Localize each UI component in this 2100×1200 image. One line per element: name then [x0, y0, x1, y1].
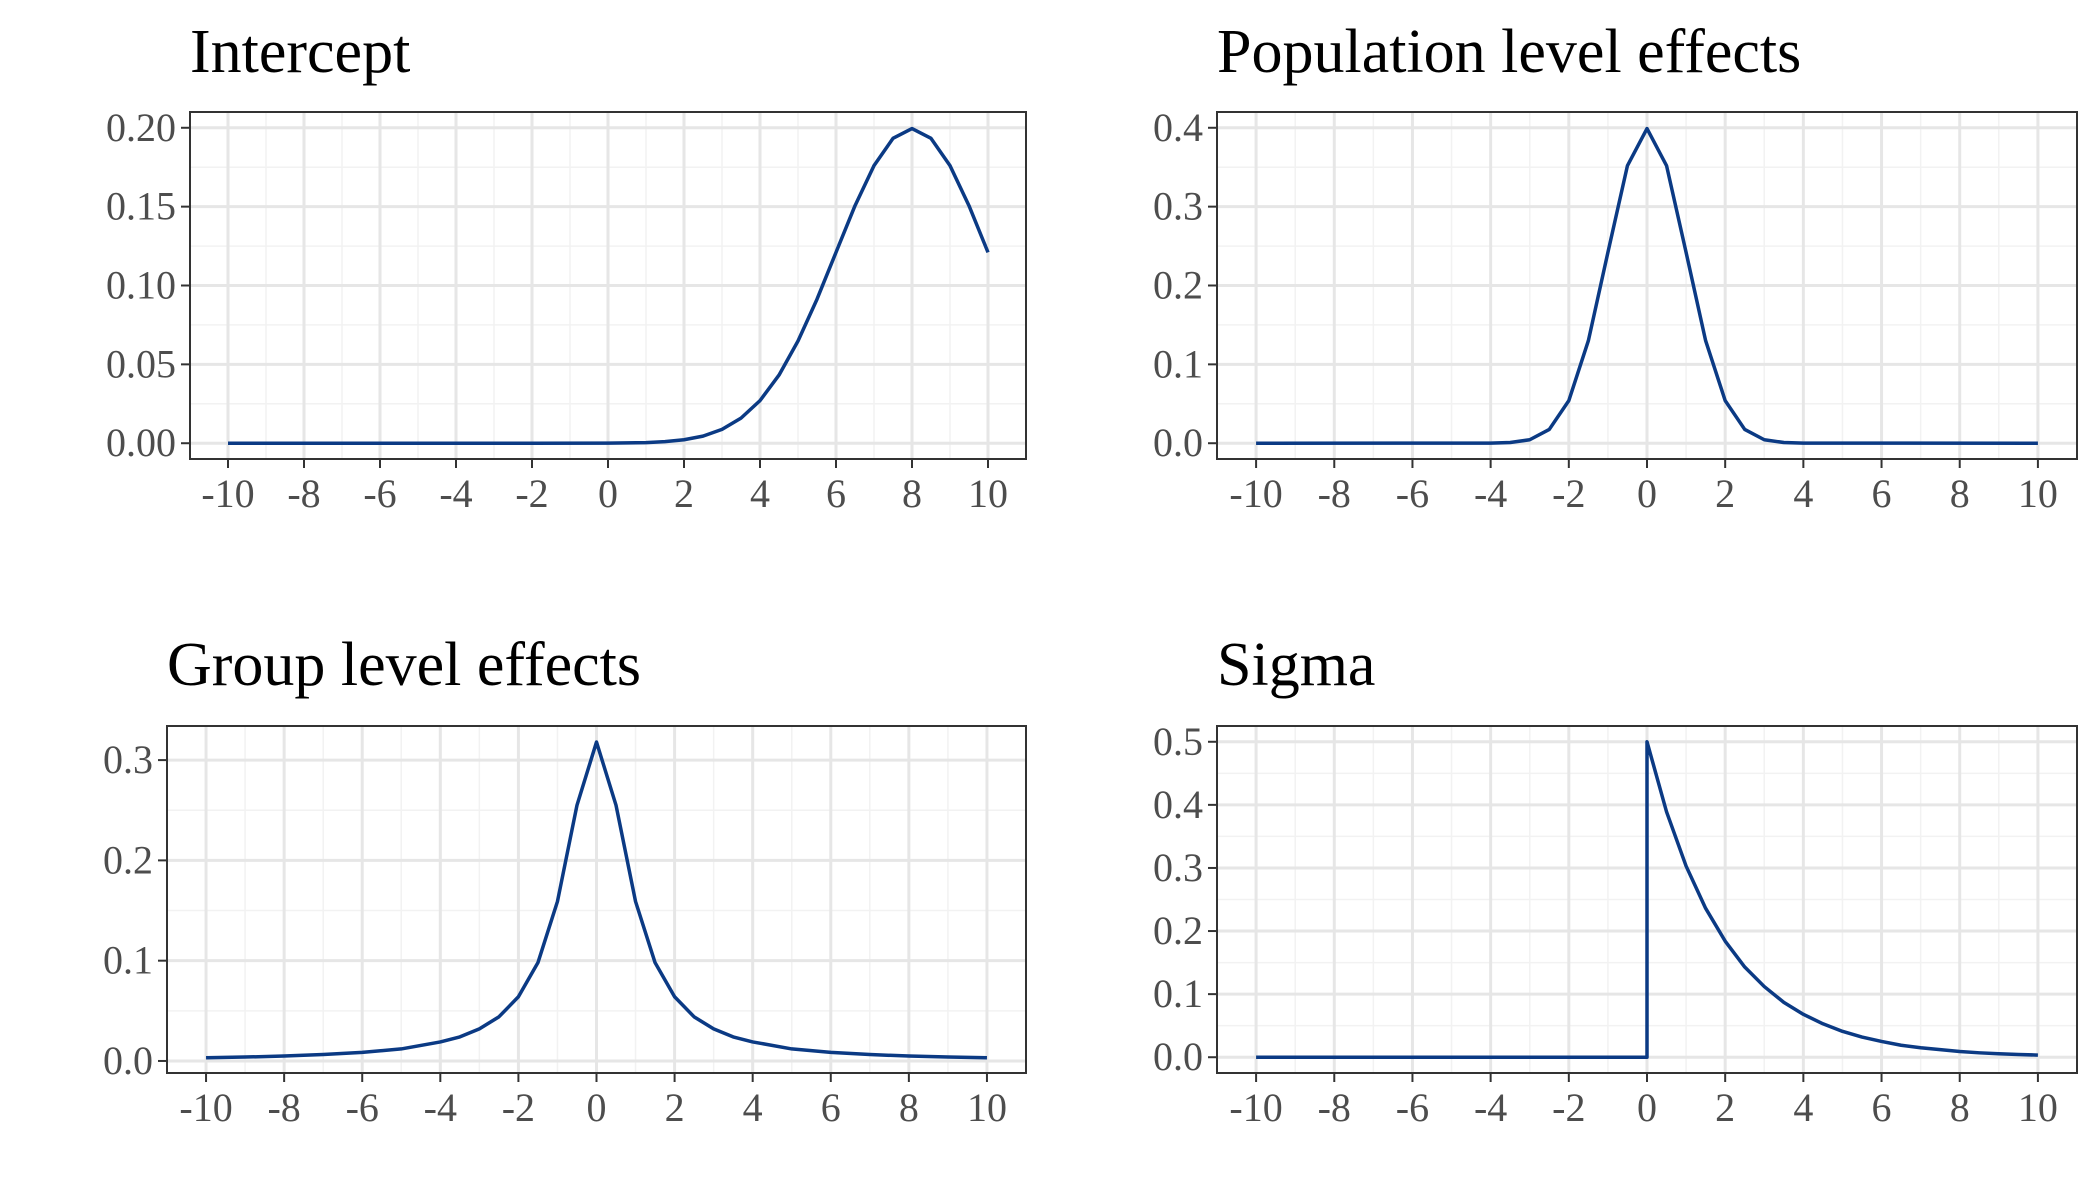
x-tick-label: -10	[1229, 1085, 1282, 1130]
y-tick-label: 0.0	[103, 1038, 153, 1083]
x-tick-label: 2	[1715, 471, 1735, 516]
x-tick-label: -8	[267, 1085, 300, 1130]
plot-border	[166, 725, 1027, 1074]
x-tick-label: -4	[1474, 471, 1507, 516]
x-tick-label: 4	[743, 1085, 763, 1130]
plot-border	[189, 111, 1027, 460]
y-tick-label: 0.15	[106, 184, 176, 229]
y-tick-label: 0.3	[103, 737, 153, 782]
x-tick-label: -8	[287, 471, 320, 516]
x-tick-label: 2	[1715, 1085, 1735, 1130]
x-tick-label: -8	[1318, 1085, 1351, 1130]
chart-title: Group level effects	[167, 631, 641, 699]
x-tick-label: -10	[179, 1085, 232, 1130]
x-tick-label: -10	[201, 471, 254, 516]
y-tick-label: 0.00	[106, 420, 176, 465]
y-tick-label: 0.5	[1153, 719, 1203, 764]
x-tick-label: 0	[1637, 1085, 1657, 1130]
x-tick-label: -2	[502, 1085, 535, 1130]
line	[228, 126, 990, 445]
x-tick-label: 6	[826, 471, 846, 516]
x-tick-label: -10	[1229, 471, 1282, 516]
x-tick-label: 0	[1637, 471, 1657, 516]
chart-title: Intercept	[190, 18, 410, 86]
x-tick-label: 0	[587, 1085, 607, 1130]
y-tick-label: 0.4	[1153, 105, 1203, 150]
x-tick-label: -4	[1474, 1085, 1507, 1130]
y-tick-label: 0.2	[1153, 263, 1203, 308]
x-tick-label: 8	[1950, 1085, 1970, 1130]
line	[1256, 740, 2038, 1059]
plot-border	[1216, 111, 2078, 460]
x-tick-label: -6	[363, 471, 396, 516]
x-tick-label: 10	[2018, 1085, 2058, 1130]
x-tick-label: -4	[439, 471, 472, 516]
x-tick-label: 10	[968, 471, 1008, 516]
x-tick-label: 8	[899, 1085, 919, 1130]
x-tick-label: 4	[1793, 471, 1813, 516]
y-tick-label: 0.0	[1153, 1034, 1203, 1079]
x-tick-label: 6	[1872, 1085, 1892, 1130]
y-tick-label: 0.20	[106, 105, 176, 150]
y-tick-label: 0.0	[1153, 420, 1203, 465]
chart-title: Sigma	[1217, 631, 1375, 699]
x-tick-label: 0	[598, 471, 618, 516]
x-tick-label: 4	[1793, 1085, 1813, 1130]
x-tick-label: 10	[967, 1085, 1007, 1130]
x-tick-label: 4	[750, 471, 770, 516]
y-tick-label: 0.4	[1153, 782, 1203, 827]
y-tick-label: 0.2	[103, 837, 153, 882]
x-tick-label: 6	[821, 1085, 841, 1130]
y-tick-label: 0.1	[103, 938, 153, 983]
x-tick-label: -2	[1552, 471, 1585, 516]
x-tick-label: -6	[1396, 1085, 1429, 1130]
chart-title: Population level effects	[1217, 18, 1801, 86]
x-tick-label: -8	[1318, 471, 1351, 516]
y-tick-label: 0.3	[1153, 184, 1203, 229]
x-tick-label: 6	[1872, 471, 1892, 516]
x-tick-label: -6	[1396, 471, 1429, 516]
x-tick-label: 8	[902, 471, 922, 516]
plot-border	[1216, 725, 2078, 1074]
x-tick-label: -6	[346, 1085, 379, 1130]
y-tick-label: 0.3	[1153, 845, 1203, 890]
y-tick-label: 0.05	[106, 341, 176, 386]
x-tick-label: 2	[665, 1085, 685, 1130]
line	[206, 740, 987, 1060]
y-tick-label: 0.1	[1153, 971, 1203, 1016]
x-tick-label: -2	[1552, 1085, 1585, 1130]
x-tick-label: 10	[2018, 471, 2058, 516]
y-tick-label: 0.1	[1153, 341, 1203, 386]
y-tick-label: 0.10	[106, 263, 176, 308]
x-tick-label: 8	[1950, 471, 1970, 516]
x-tick-label: 2	[674, 471, 694, 516]
x-tick-label: -2	[515, 471, 548, 516]
x-tick-label: -4	[424, 1085, 457, 1130]
line	[1256, 126, 2038, 445]
y-tick-label: 0.2	[1153, 908, 1203, 953]
